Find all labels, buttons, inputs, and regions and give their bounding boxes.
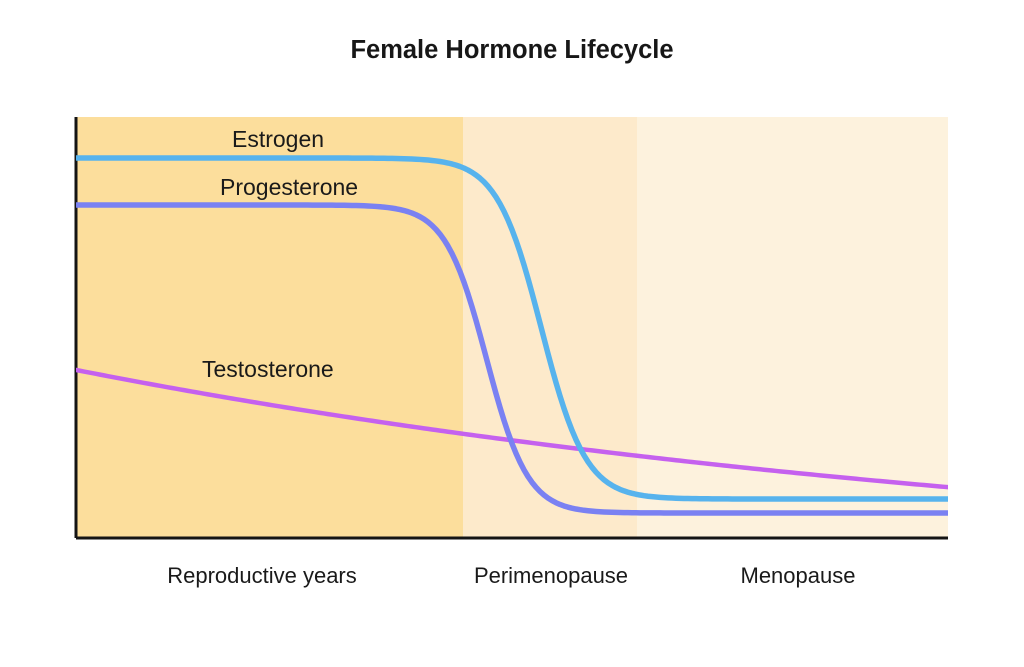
svg-text:Perimenopause: Perimenopause (474, 563, 628, 588)
svg-text:Reproductive years: Reproductive years (167, 563, 357, 588)
svg-text:Menopause: Menopause (741, 563, 856, 588)
svg-text:Estrogen: Estrogen (232, 126, 324, 152)
svg-text:Progesterone: Progesterone (220, 174, 358, 200)
svg-text:Testosterone: Testosterone (202, 356, 334, 382)
